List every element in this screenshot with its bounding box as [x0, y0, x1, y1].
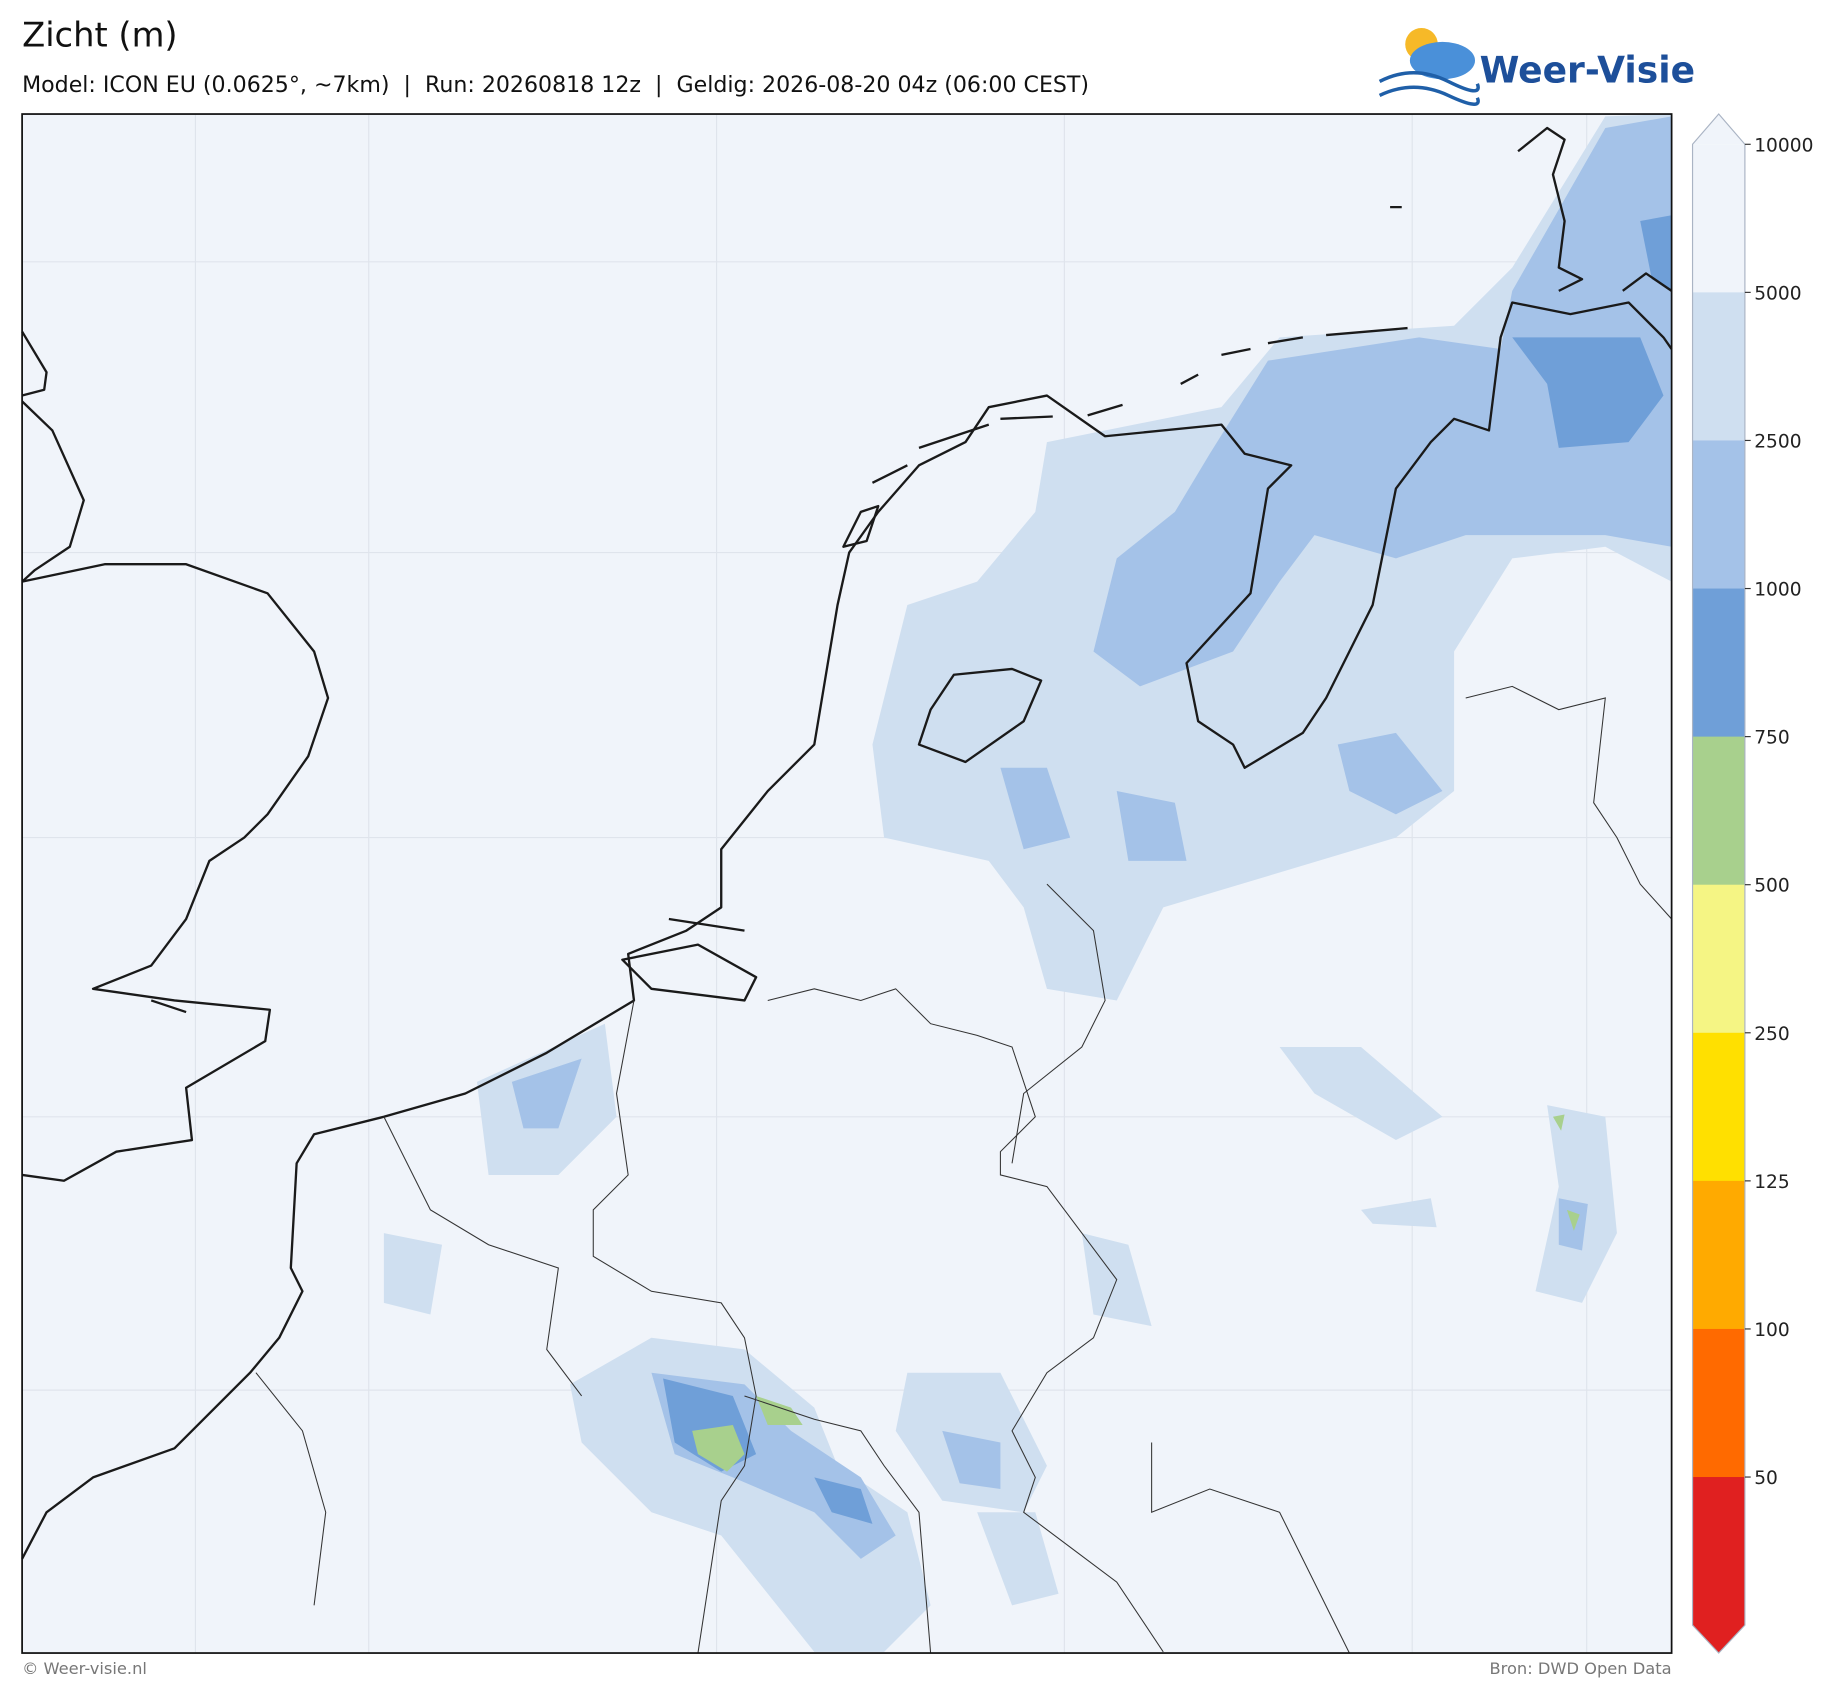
map-title: Zicht (m) — [22, 16, 177, 55]
colorbar-band — [1692, 1180, 1745, 1330]
colorbar-tick-label: 125 — [1754, 1172, 1790, 1193]
colorbar-extend-top — [1692, 114, 1745, 145]
colorbar-tick-label: 5000 — [1754, 283, 1801, 304]
colorbar-extend-bottom — [1692, 1625, 1745, 1654]
colorbar-band — [1692, 588, 1745, 738]
visibility-fields — [383, 114, 1672, 1652]
map-frame — [21, 113, 1673, 1654]
colorbar-outline — [1691, 113, 1746, 1654]
colorbar-tick-label: 250 — [1754, 1024, 1790, 1045]
borders — [255, 685, 1673, 1654]
colorbar-tick-label: 50 — [1754, 1468, 1778, 1489]
footer-credit: © Weer-visie.nl — [22, 1659, 147, 1678]
colorbar-tick-label: 100 — [1754, 1320, 1790, 1341]
footer-source: Bron: DWD Open Data — [1489, 1659, 1671, 1678]
colorbar-band — [1692, 144, 1745, 293]
colorbar-tick-label: 1000 — [1754, 580, 1801, 601]
map-subtitle: Model: ICON EU (0.0625°, ~7km) | Run: 20… — [22, 72, 1089, 98]
colorbar-band — [1692, 736, 1745, 886]
colorbar: 10000 5000 2500 1000 750 500 250 125 100 50 — [1691, 113, 1813, 1654]
colorbar-band — [1692, 1477, 1745, 1626]
colorbar-band — [1692, 440, 1745, 590]
colorbar-tick-label: 2500 — [1754, 431, 1801, 452]
colorbar-tick-label: 500 — [1754, 876, 1790, 897]
logo-text: Weer-Visie — [1480, 50, 1695, 92]
colorbar-band — [1692, 884, 1745, 1034]
colorbar-band — [1692, 292, 1745, 442]
colorbar-tick-label: 10000 — [1754, 135, 1813, 156]
colorbar-band — [1692, 1328, 1745, 1478]
logo: Weer-Visie — [1378, 27, 1695, 106]
colorbar-band — [1692, 1032, 1745, 1182]
map — [21, 113, 1673, 1654]
coastlines — [21, 126, 1673, 1560]
colorbar-tick-label: 750 — [1754, 728, 1790, 749]
